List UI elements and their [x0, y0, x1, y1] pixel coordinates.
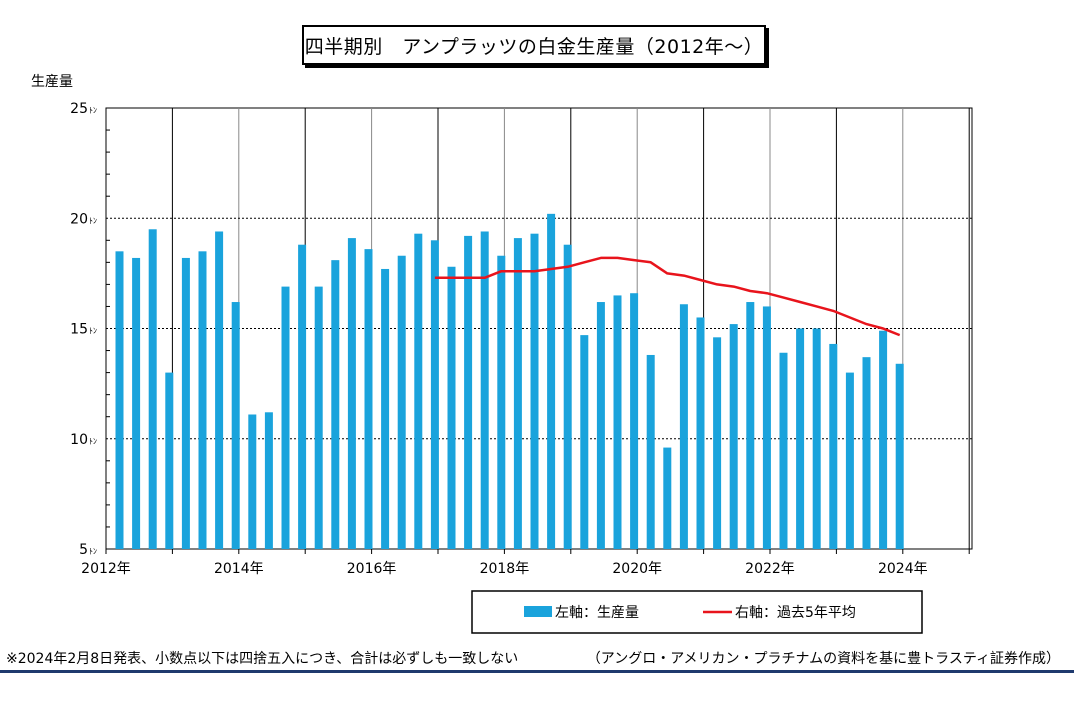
production-bar [762, 306, 771, 549]
y-tick-unit: ﾄﾝ [89, 547, 97, 556]
x-tick-label: 2014年 [214, 561, 264, 577]
production-bar [464, 235, 473, 549]
production-bar [397, 255, 406, 550]
y-tick-label: 15 [70, 322, 88, 338]
production-bar [596, 302, 605, 549]
x-tick-label: 2012年 [81, 561, 131, 577]
production-bar [314, 286, 323, 549]
production-bar [829, 343, 838, 549]
production-bar [646, 354, 655, 549]
x-tick-label: 2018年 [480, 561, 530, 577]
production-bar [845, 372, 854, 549]
production-bar [513, 238, 522, 549]
legend-layer: 左軸：生産量 右軸：過去5年平均 [471, 590, 923, 634]
production-bar [231, 302, 240, 549]
production-bar [746, 302, 755, 549]
production-bar [679, 304, 688, 549]
bottom-rule [0, 670, 1074, 673]
x-tick-label: 2020年 [612, 561, 662, 577]
production-bar [779, 352, 788, 549]
production-bar [298, 244, 307, 549]
production-bar [547, 213, 556, 549]
production-bar [364, 249, 373, 549]
y-tick-label: 20 [70, 211, 88, 227]
y-axis-label: 生産量 [31, 74, 73, 90]
x-tick-label: 2024年 [878, 561, 928, 577]
production-bar [630, 293, 639, 549]
production-bar [713, 337, 722, 549]
production-bar [613, 295, 622, 549]
y-tick-unit: ﾄﾝ [89, 437, 97, 446]
line-layer [434, 256, 901, 337]
production-bar [198, 251, 207, 549]
footnote-release-note: ※2024年2月8日発表、小数点以下は四捨五入につき、合計は必ずしも一致しない [6, 651, 519, 667]
production-bar [264, 412, 273, 549]
legend-bar-swatch [524, 606, 552, 617]
production-bar [181, 257, 190, 549]
five-year-average-line [434, 256, 901, 337]
y-tick-label: 10 [70, 432, 88, 448]
production-bar [381, 268, 390, 549]
production-bar [414, 233, 423, 549]
production-bar [530, 233, 539, 549]
production-bar [215, 231, 224, 550]
y-tick-unit: ﾄﾝ [89, 327, 97, 336]
y-tick-unit: ﾄﾝ [89, 216, 97, 225]
production-bar [796, 328, 805, 549]
production-bar [331, 260, 340, 549]
x-tick-label: 2022年 [745, 561, 795, 577]
production-bar [580, 335, 589, 549]
production-bar [248, 414, 257, 549]
production-bar [563, 244, 572, 549]
production-bar [132, 257, 141, 549]
production-bar [430, 240, 439, 550]
production-bar [879, 330, 888, 549]
y-tick-label: 25 [70, 101, 88, 117]
production-bar [165, 372, 174, 549]
production-bar [480, 231, 489, 550]
y-tick-label: 5 [79, 542, 88, 558]
production-bar [729, 324, 738, 549]
production-bar [895, 363, 904, 549]
legend-line-label: 右軸：過去5年平均 [735, 605, 856, 621]
production-bar [447, 266, 456, 549]
production-bar [148, 229, 157, 549]
production-bar [663, 447, 672, 549]
footnote-source: （アングロ・アメリカン・プラチナムの資料を基に豊トラスティ証券作成） [586, 651, 1060, 667]
bar-layer [115, 213, 904, 550]
production-bar [497, 255, 506, 550]
production-bar [281, 286, 290, 549]
production-bar [347, 238, 356, 549]
production-bar [812, 328, 821, 549]
y-tick-unit: ﾄﾝ [89, 106, 97, 115]
x-tick-label: 2016年 [347, 561, 397, 577]
production-bar [115, 251, 124, 549]
legend-bar-label: 左軸：生産量 [555, 605, 639, 621]
production-bar [696, 317, 705, 549]
chart-title: 四半期別 アンプラッツの白金生産量（2012年～） [302, 25, 766, 65]
production-bar [862, 357, 871, 549]
